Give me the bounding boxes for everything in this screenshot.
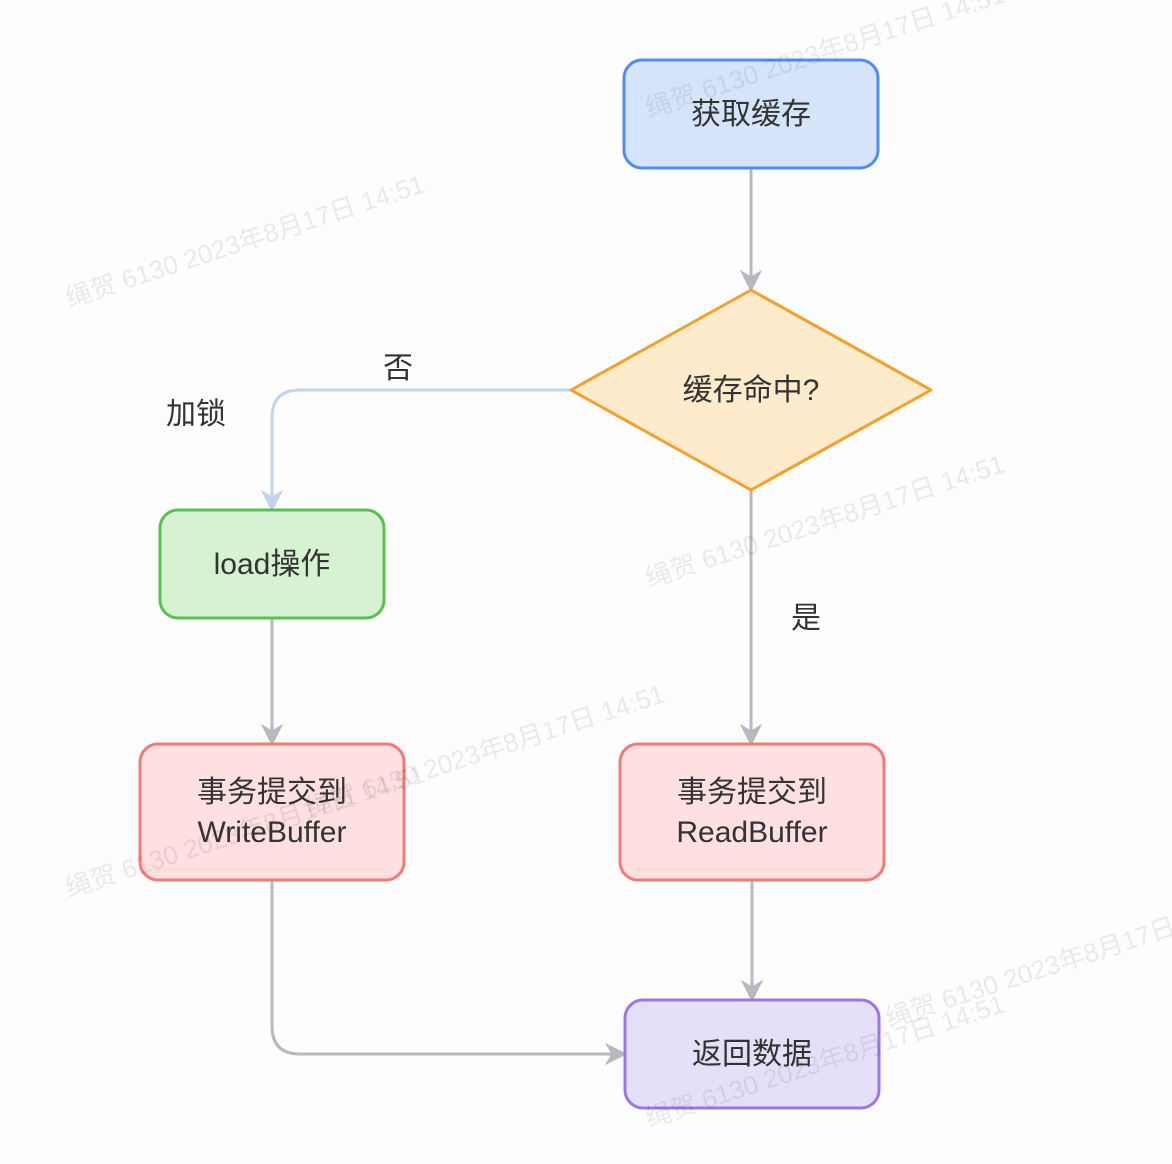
node-read_buffer: [620, 744, 884, 880]
edge-e2: [272, 390, 571, 510]
edge-extra-label-e2: 加锁: [166, 398, 226, 431]
node-label1-read_buffer: 事务提交到: [677, 776, 827, 809]
node-write_buffer: [140, 744, 404, 880]
node-label-load_op: load操作: [214, 548, 331, 581]
node-label1-write_buffer: 事务提交到: [197, 776, 347, 809]
edge-label-e3: 是: [791, 602, 821, 635]
node-label-return_data: 返回数据: [692, 1038, 812, 1071]
edge-e6: [272, 880, 625, 1054]
node-label-get_cache: 获取缓存: [691, 98, 811, 131]
node-label-cache_hit: 缓存命中?: [683, 374, 820, 407]
node-label2-read_buffer: ReadBuffer: [676, 816, 827, 849]
edge-label-e2: 否: [383, 352, 413, 385]
node-label2-write_buffer: WriteBuffer: [198, 816, 347, 849]
flowchart-canvas: 获取缓存缓存命中?load操作事务提交到WriteBuffer事务提交到Read…: [0, 0, 1172, 1164]
